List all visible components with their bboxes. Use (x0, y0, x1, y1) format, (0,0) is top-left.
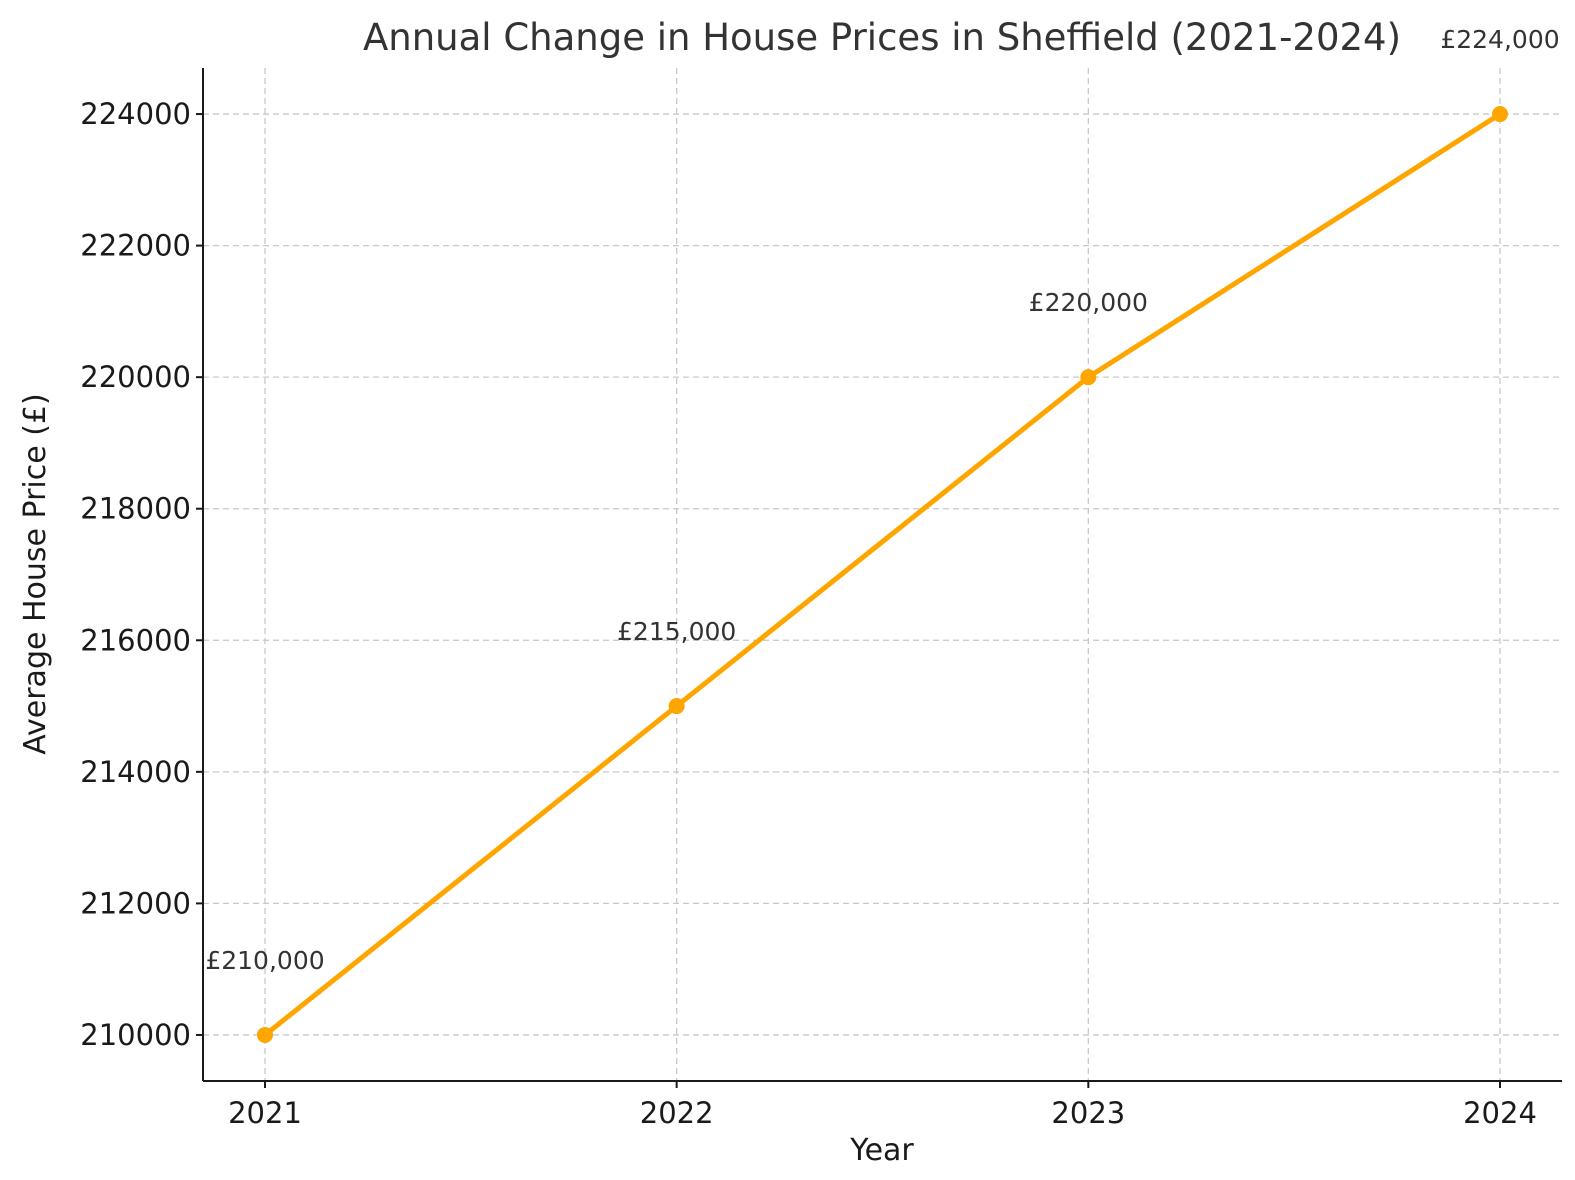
series (257, 106, 1508, 1043)
x-tick-label: 2024 (1463, 1096, 1537, 1130)
data-point (1492, 106, 1508, 123)
y-tick-label: 212000 (80, 886, 191, 920)
x-tick-label: 2023 (1051, 1096, 1125, 1130)
y-tick-label: 222000 (80, 229, 191, 263)
chart-title: Annual Change in House Prices in Sheffie… (363, 16, 1401, 59)
axes (202, 68, 1562, 1082)
data-labels: £210,000 £215,000 £220,000 £224,000 (205, 25, 1559, 975)
data-point (257, 1026, 273, 1043)
data-label: £210,000 (205, 946, 324, 975)
series-line (262, 111, 1503, 1038)
ticks: 210000 212000 214000 216000 218000 220000 2220… (80, 97, 1537, 1130)
y-tick-label: 220000 (80, 360, 191, 394)
x-axis-label: Year (849, 1133, 914, 1168)
data-label: £220,000 (1029, 288, 1148, 317)
y-tick-label: 218000 (80, 492, 191, 526)
x-tick-label: 2021 (228, 1096, 302, 1130)
x-tick-label: 2022 (640, 1096, 714, 1130)
y-tick-label: 210000 (80, 1018, 191, 1052)
y-axis-label: Average House Price (£) (18, 393, 53, 755)
data-label: £224,000 (1440, 25, 1559, 54)
data-point (1080, 369, 1097, 386)
data-point (668, 698, 685, 715)
data-label: £215,000 (617, 617, 736, 646)
y-tick-label: 224000 (80, 97, 191, 131)
y-tick-label: 216000 (80, 623, 191, 657)
grid (203, 68, 1562, 1081)
y-tick-label: 214000 (80, 755, 191, 789)
